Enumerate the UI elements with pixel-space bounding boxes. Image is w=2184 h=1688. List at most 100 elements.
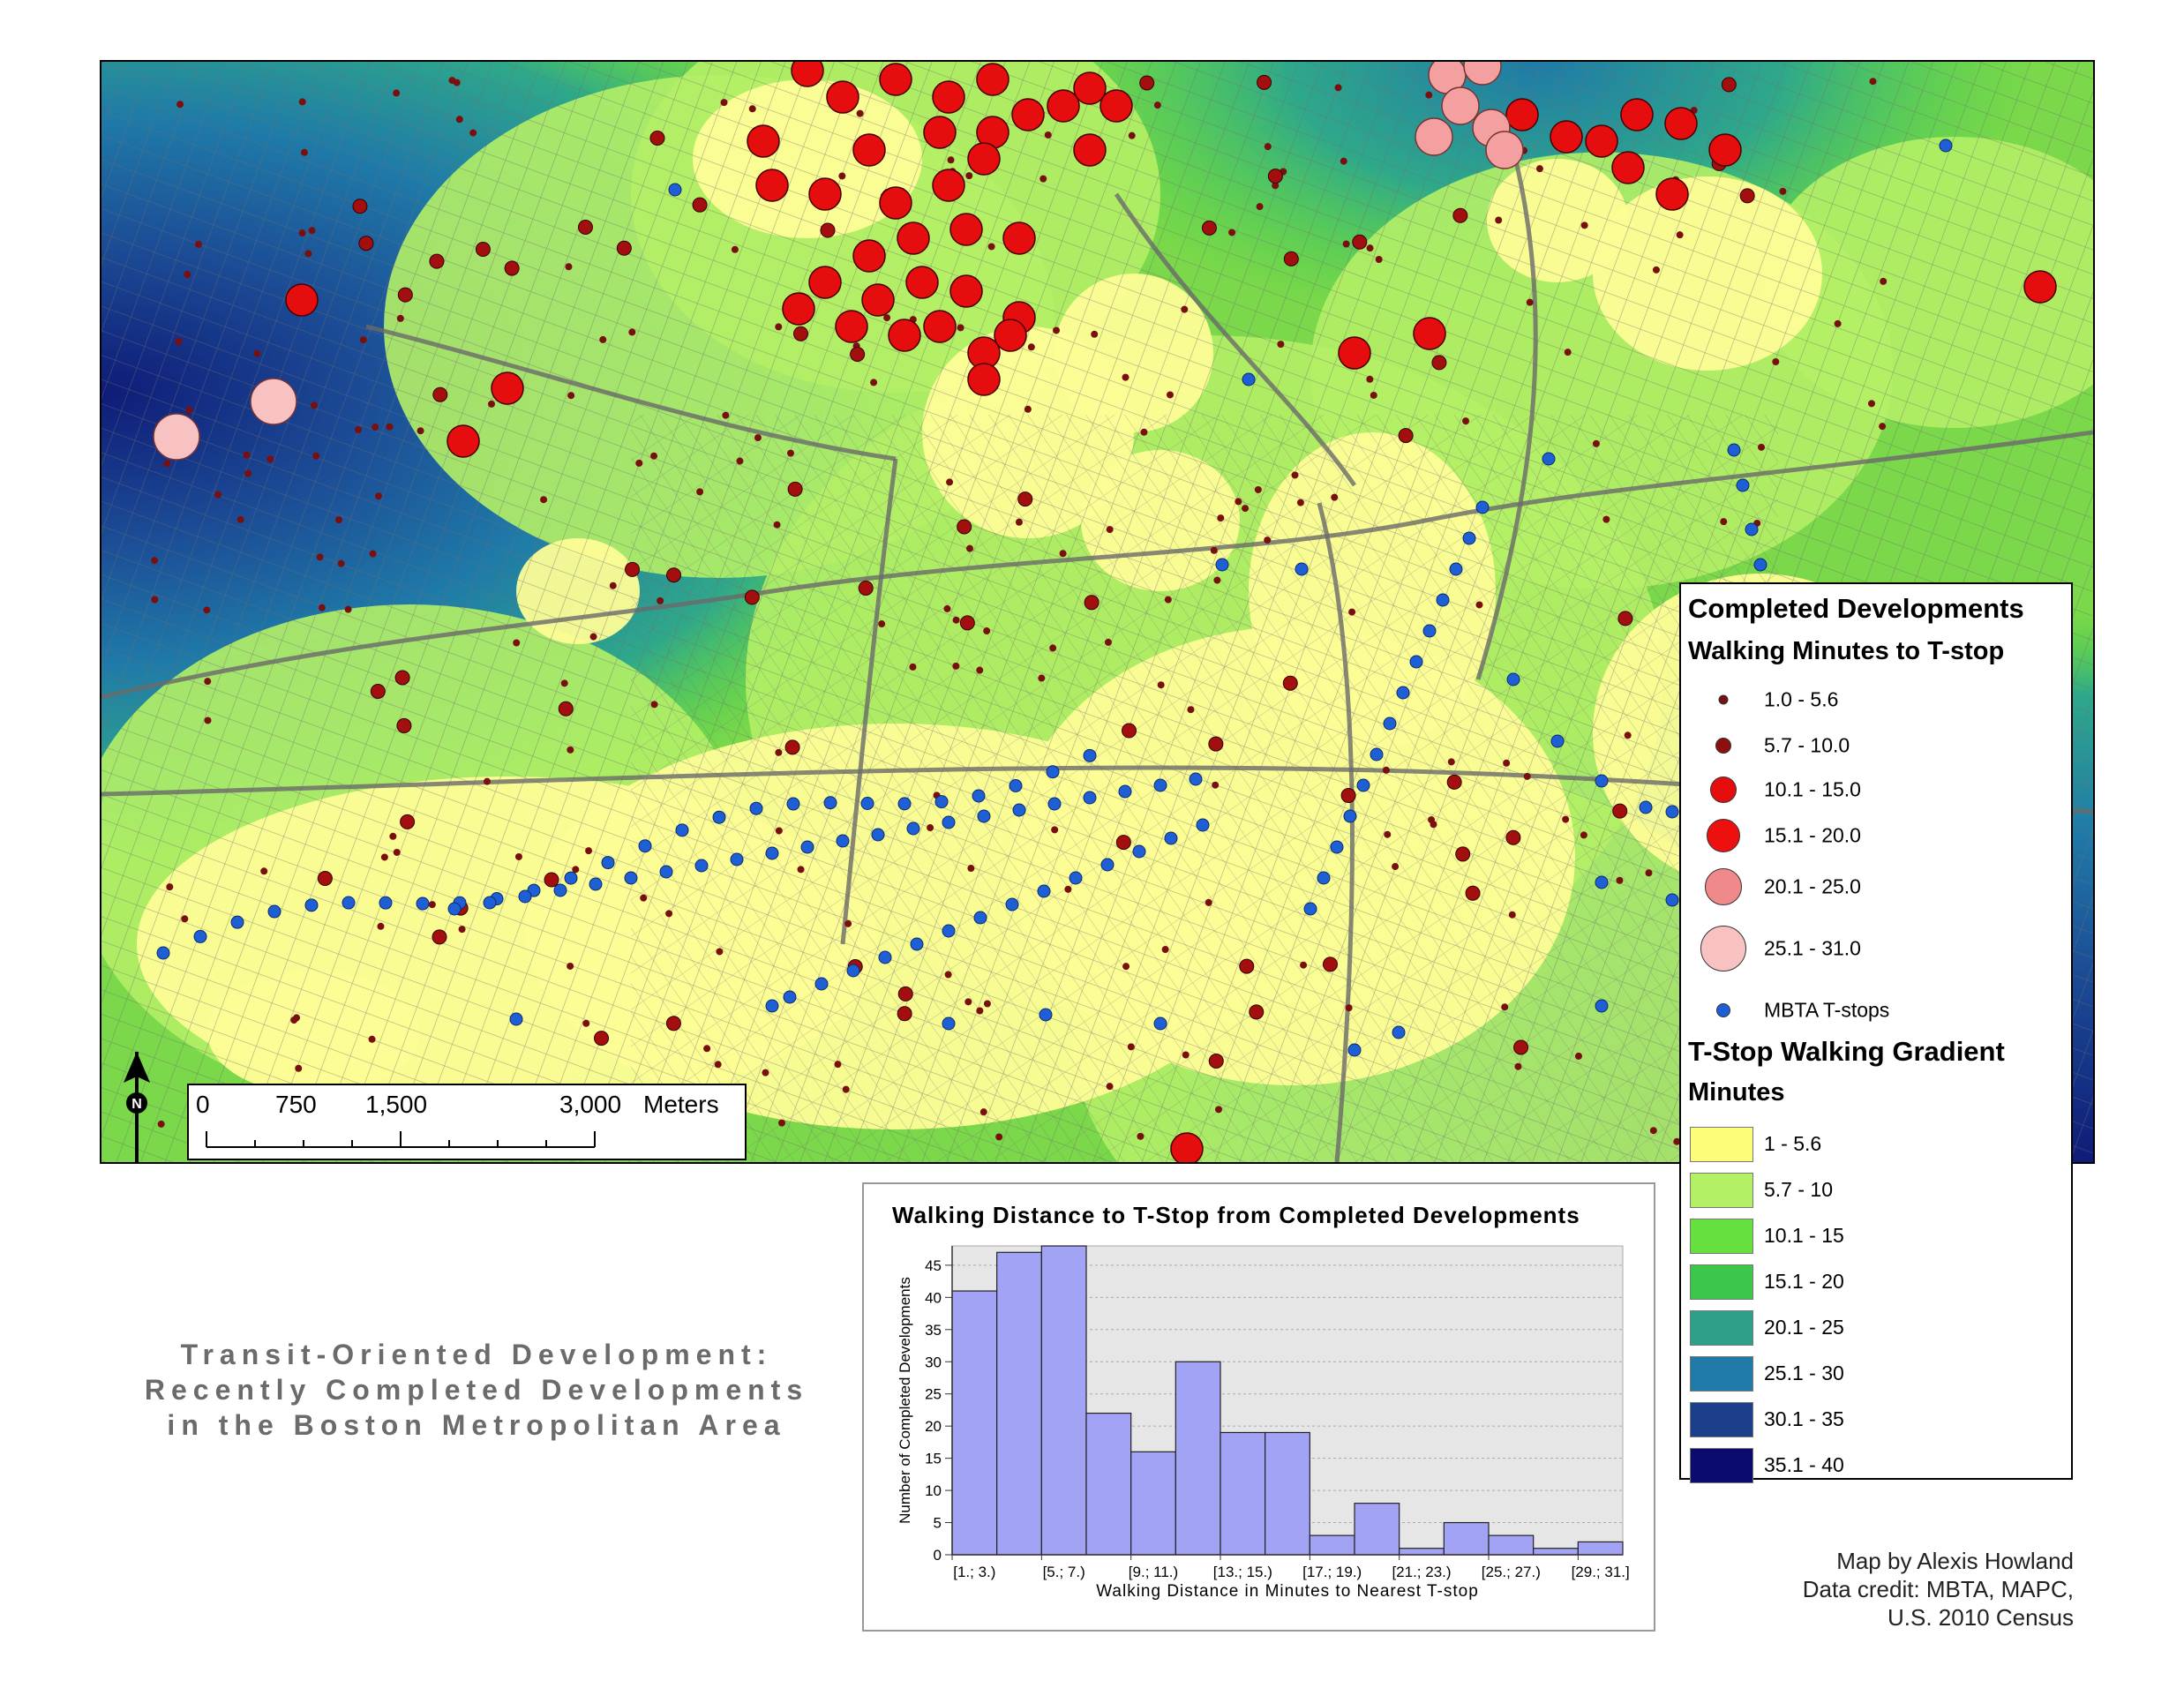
tstop-point — [942, 1017, 956, 1031]
tstop-label: MBTA T-stops — [1764, 998, 1890, 1022]
tstop-point — [379, 896, 393, 910]
histogram-bar — [1577, 1541, 1624, 1556]
development-point — [300, 148, 308, 156]
tstop-point — [977, 809, 991, 823]
tstop-point — [1012, 803, 1026, 817]
development-point — [852, 239, 886, 273]
development-point — [1334, 84, 1342, 92]
development-point — [720, 99, 728, 107]
tstop-point — [509, 1012, 523, 1026]
development-point — [1217, 514, 1225, 522]
histogram-bar — [1265, 1431, 1310, 1556]
development-point — [994, 319, 1027, 352]
tstop-point — [156, 946, 170, 960]
development-point — [514, 852, 522, 860]
y-tick-label: 40 — [925, 1289, 942, 1306]
development-point — [163, 460, 171, 468]
dev-class-3-symbol — [1710, 776, 1737, 803]
development-point — [909, 663, 917, 671]
development-point — [1122, 963, 1130, 971]
development-point — [791, 62, 824, 87]
gradient-swatch-8 — [1690, 1448, 1753, 1483]
legend-title: Completed Developments — [1688, 593, 2024, 624]
development-point — [589, 633, 597, 641]
tstop-point — [1939, 139, 1953, 153]
development-point — [959, 615, 975, 631]
development-point — [878, 620, 886, 628]
credits: Map by Alexis Howland Data credit: MBTA,… — [1632, 1547, 2074, 1632]
development-point — [1164, 596, 1172, 604]
development-point — [1562, 815, 1570, 823]
tstop-point — [193, 929, 207, 943]
development-point — [1254, 485, 1262, 493]
development-point — [696, 488, 704, 496]
tstop-point — [1356, 778, 1370, 792]
tstop-point — [1343, 809, 1357, 823]
development-point — [157, 1120, 165, 1128]
development-point — [572, 866, 580, 874]
tstop-points — [156, 139, 1953, 1057]
tstop-point — [942, 924, 956, 938]
development-point — [151, 557, 159, 565]
development-point — [504, 260, 520, 276]
tstop-point — [1303, 902, 1317, 916]
tstop-point — [836, 834, 850, 848]
tstop-point — [906, 821, 920, 836]
development-point — [380, 853, 388, 861]
y-tick-label: 20 — [925, 1418, 942, 1435]
development-point — [1340, 157, 1347, 165]
histogram-panel: Walking Distance to T-Stop from Complete… — [862, 1182, 1655, 1632]
development-point — [1181, 305, 1189, 313]
development-point — [1441, 86, 1480, 125]
tstop-point — [638, 839, 652, 853]
tstop-point — [1100, 858, 1115, 872]
development-point — [204, 716, 212, 724]
development-point — [337, 559, 345, 567]
development-point — [952, 616, 960, 624]
development-point — [1242, 505, 1250, 513]
development-point — [834, 1061, 842, 1069]
development-point — [965, 172, 973, 180]
dev-class-5-label: 20.1 - 25.0 — [1764, 874, 1861, 898]
tstop-point — [846, 964, 860, 978]
y-tick-label: 25 — [925, 1386, 942, 1403]
dev-class-3-label: 10.1 - 15.0 — [1764, 777, 1861, 801]
tstop-point — [1069, 871, 1083, 885]
development-point — [334, 516, 342, 524]
histogram-bar — [1130, 1451, 1176, 1556]
development-point — [1655, 177, 1689, 211]
development-point — [883, 314, 891, 322]
development-point — [1523, 772, 1531, 780]
tstop-point — [1595, 774, 1609, 788]
tstop-point — [1462, 531, 1476, 545]
development-point — [358, 236, 374, 251]
development-point — [747, 124, 780, 158]
development-point — [295, 1064, 303, 1072]
development-point — [1867, 400, 1875, 408]
development-point — [1462, 417, 1470, 425]
development-point — [1017, 491, 1033, 507]
gradient-title: T-Stop Walking Gradient — [1688, 1036, 2005, 1067]
development-point — [666, 567, 682, 583]
development-point — [1283, 251, 1299, 266]
development-point — [1091, 330, 1099, 338]
development-point — [453, 79, 461, 86]
development-point — [1249, 1004, 1265, 1020]
development-point — [943, 604, 951, 612]
development-point — [393, 848, 401, 856]
development-point — [185, 406, 193, 414]
tstop-point — [871, 828, 885, 842]
development-point — [1649, 1127, 1657, 1135]
tstop-point — [1736, 478, 1750, 492]
development-point — [1015, 518, 1023, 526]
development-point — [582, 1019, 590, 1027]
development-point — [312, 452, 320, 460]
map-title-line-1: Transit-Oriented Development: — [180, 1339, 773, 1370]
development-point — [1602, 515, 1610, 523]
development-point — [396, 717, 412, 733]
development-point — [944, 971, 952, 979]
development-point — [359, 336, 367, 344]
tstop-point — [973, 911, 987, 925]
tstop-point — [1039, 1008, 1053, 1022]
x-tick-label: [25.; 27.) — [1482, 1564, 1541, 1580]
